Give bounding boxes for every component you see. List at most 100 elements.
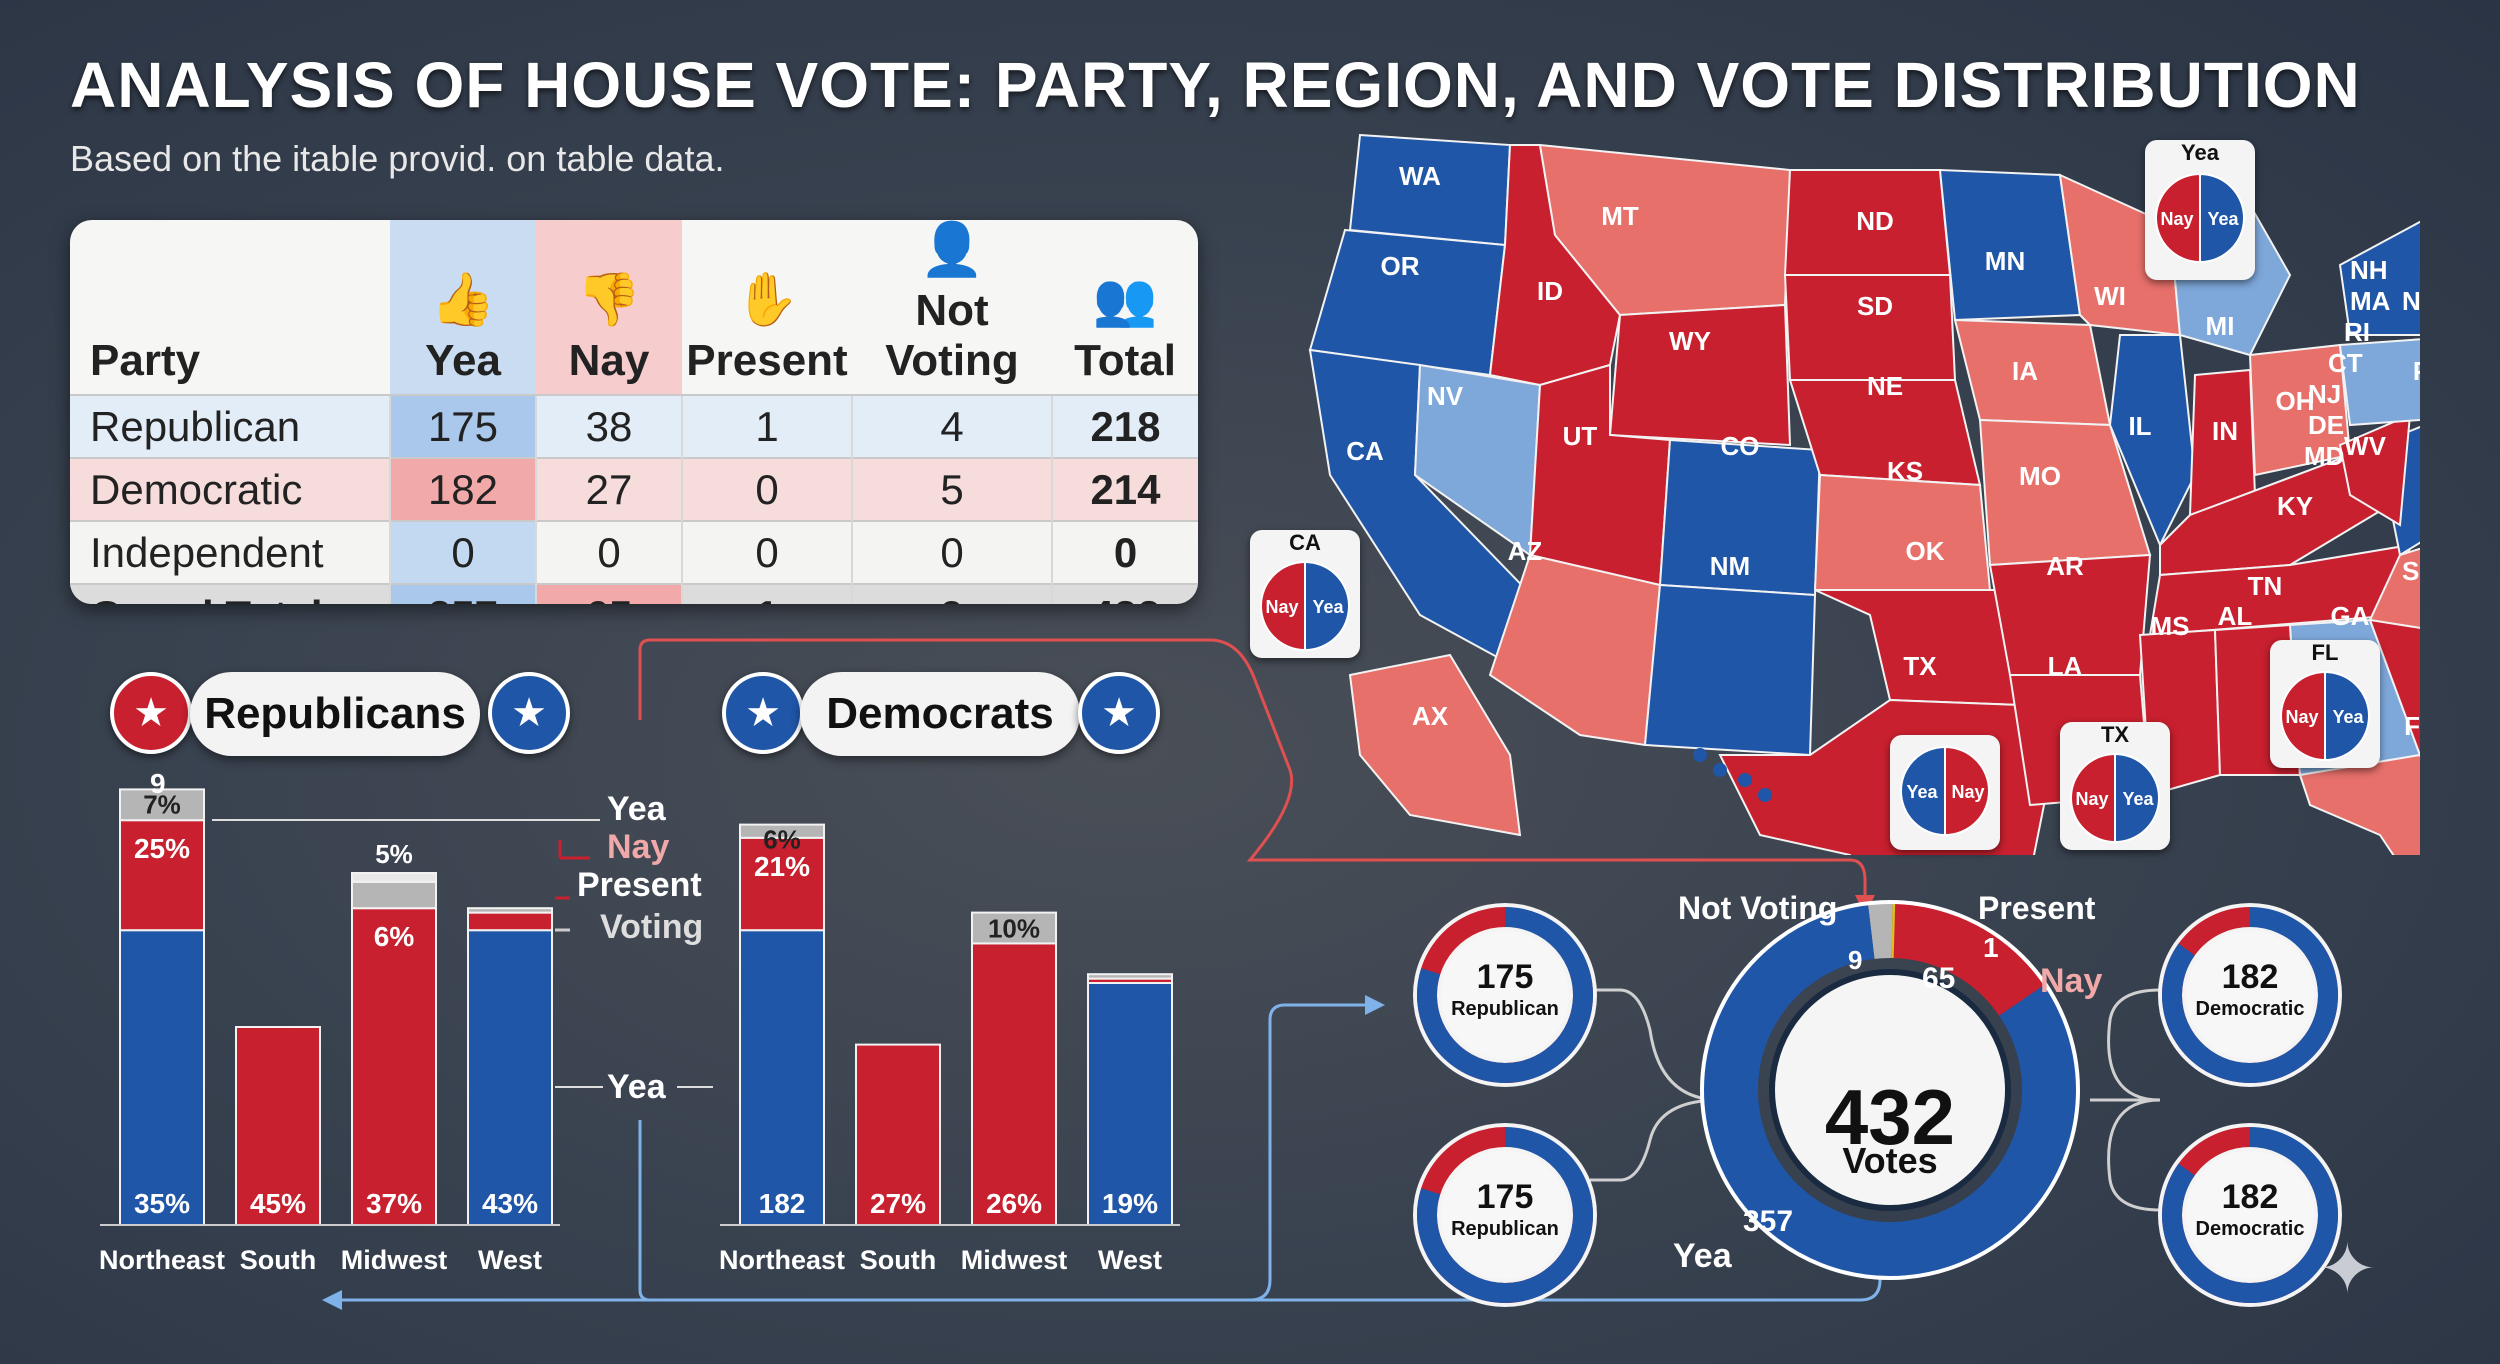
segment-label: 10% bbox=[988, 913, 1040, 943]
state-label-ax: AX bbox=[1412, 701, 1449, 731]
us-states-vote-map: WA OR CA NV ID MT WY UT AZ CO NM ND SD NE KS OK TX MN IA MO… bbox=[1308, 133, 2420, 855]
small-donut-center bbox=[1441, 1151, 1569, 1279]
callout-title: FL bbox=[2311, 640, 2339, 665]
header-yea: 👍 Yea bbox=[390, 220, 536, 395]
democrats-title: Democrats bbox=[800, 672, 1080, 756]
state-ny bbox=[2338, 220, 2420, 336]
callout-left-label: Nay bbox=[2285, 707, 2318, 727]
category-label: West bbox=[478, 1245, 542, 1275]
small-donut-label: Democratic bbox=[2195, 1218, 2305, 1240]
page-subtitle: Based on the itable provid. on table dat… bbox=[70, 138, 725, 179]
map-callout: Yea Nay bbox=[1890, 735, 2000, 850]
state-label-md: MD bbox=[2304, 441, 2345, 471]
callout-right-label: Nay bbox=[1951, 782, 1984, 802]
header-nay: 👎 Nay bbox=[536, 220, 682, 395]
republicans-region-chart: 35% Northeast 25% 7% 45% South 37% Midwest 6% 5% 4… bbox=[99, 788, 560, 1275]
callout-pie-left bbox=[1260, 560, 1306, 652]
cell-present: 0 bbox=[681, 457, 852, 521]
callout-pie-left bbox=[1900, 745, 1946, 837]
thumbs-down-icon: 👎 bbox=[576, 271, 642, 329]
state-label-tx: TX bbox=[1903, 651, 1937, 681]
table-row: Republican 175 38 1 4 218 bbox=[70, 394, 1198, 458]
bar-value-label: 35% bbox=[134, 1188, 190, 1219]
donut-nay-value: 65 bbox=[1922, 962, 1956, 995]
category-label: South bbox=[240, 1245, 316, 1275]
category-label: West bbox=[1098, 1245, 1162, 1275]
republican-elephant-icon: ★ bbox=[488, 672, 570, 754]
state-wy bbox=[1608, 303, 1792, 447]
state-nm bbox=[1643, 583, 1817, 757]
bar-segment-grey bbox=[119, 788, 205, 822]
state-wv bbox=[2338, 413, 2412, 527]
thumbs-up-icon: 👍 bbox=[430, 271, 496, 329]
callout-pie: Nay Yea bbox=[2280, 670, 2370, 762]
cell-yea: 175 bbox=[389, 394, 536, 458]
cell-yea: 357 bbox=[389, 583, 536, 604]
legend-yea-side: Yea bbox=[607, 1068, 666, 1106]
east-state-labels: NH MA RI CT NJ DE MD bbox=[2304, 255, 2391, 472]
bar-value-label: 27% bbox=[870, 1188, 926, 1219]
state-label-id: ID bbox=[1537, 276, 1563, 306]
state-label-ut: UT bbox=[1563, 421, 1598, 451]
small-donut-label: Democratic bbox=[2195, 998, 2305, 1020]
state-sc bbox=[2368, 605, 2420, 758]
bar-segment-grey bbox=[467, 907, 553, 914]
callout-title: TX bbox=[2100, 722, 2130, 747]
state-hi-island bbox=[1693, 748, 1707, 762]
cell-not-voting: 0 bbox=[851, 520, 1052, 584]
bar-value-label: 26% bbox=[986, 1188, 1042, 1219]
callout-pie: Nay Yea bbox=[1260, 560, 1350, 652]
republican-elephant-icon: ★ bbox=[110, 672, 192, 754]
callout-right-label: Yea bbox=[1312, 597, 1344, 617]
category-label: South bbox=[860, 1245, 936, 1275]
state-label-pa: PA bbox=[2413, 356, 2420, 386]
donut-label-present: Present bbox=[1978, 890, 2096, 926]
state-hi-island bbox=[1713, 763, 1727, 777]
state-label-ct: CT bbox=[2328, 348, 2363, 378]
callout-right-label: Yea bbox=[2122, 789, 2154, 809]
state-label-mn: MN bbox=[1985, 246, 2025, 276]
segment-label: 25% bbox=[134, 833, 190, 864]
state-label-ky: KY bbox=[2277, 491, 2313, 521]
group-icon: 👥 bbox=[1092, 271, 1158, 329]
callout-pie-right bbox=[2324, 670, 2370, 762]
small-donut-yea bbox=[2162, 907, 2338, 1083]
cell-present: 0 bbox=[681, 520, 852, 584]
callout-right-label: Yea bbox=[2207, 209, 2239, 229]
category-label: Midwest bbox=[961, 1245, 1068, 1275]
cell-yea: 182 bbox=[389, 457, 536, 521]
rep-legend-lines bbox=[212, 819, 600, 932]
state-label-ny: NY bbox=[2402, 286, 2420, 316]
header-total: 👥 Total bbox=[1052, 220, 1198, 395]
bar-segment-nay bbox=[971, 942, 1057, 1226]
state-az bbox=[1488, 553, 1662, 747]
state-mn bbox=[1938, 168, 2082, 322]
cell-party: Democratic bbox=[70, 457, 390, 521]
state-label-nv: NV bbox=[1427, 381, 1464, 411]
small-donut-label: Republican bbox=[1451, 998, 1559, 1020]
page-title: ANALYSIS OF HOUSE VOTE: PARTY, REGION, A… bbox=[70, 49, 2361, 121]
legend-voting: Voting bbox=[600, 908, 704, 946]
table-row: Independent 0 0 0 0 0 bbox=[70, 520, 1198, 584]
legend-nay: Nay bbox=[607, 828, 670, 866]
state-label-mi: MI bbox=[2206, 311, 2235, 341]
state-nc bbox=[2368, 547, 2420, 629]
callout-pie-right bbox=[2199, 172, 2245, 264]
state-label-or: OR bbox=[1381, 251, 1420, 281]
state-label-il: IL bbox=[2128, 411, 2151, 441]
small-donut-center bbox=[2186, 931, 2314, 1059]
state-label-nm: NM bbox=[1710, 551, 1750, 581]
bar-segment-nay bbox=[351, 907, 437, 1226]
cell-total: 432 bbox=[1051, 583, 1198, 604]
republican-yea-donut bbox=[1413, 903, 1597, 1087]
callout-left-label: Nay bbox=[2160, 209, 2193, 229]
state-label-oh: OH bbox=[2276, 386, 2315, 416]
cell-yea: 0 bbox=[389, 520, 536, 584]
table-row: Democratic 182 27 0 5 214 bbox=[70, 457, 1198, 521]
bar-segment-yea bbox=[467, 929, 553, 1226]
cell-party: Independent bbox=[70, 520, 390, 584]
state-label-ma: MA bbox=[2350, 286, 2391, 316]
donut-not-voting-value: 9 bbox=[1848, 945, 1863, 975]
bar-value-label: 182 bbox=[759, 1188, 806, 1219]
map-callout: TX Nay Yea bbox=[2060, 722, 2170, 850]
